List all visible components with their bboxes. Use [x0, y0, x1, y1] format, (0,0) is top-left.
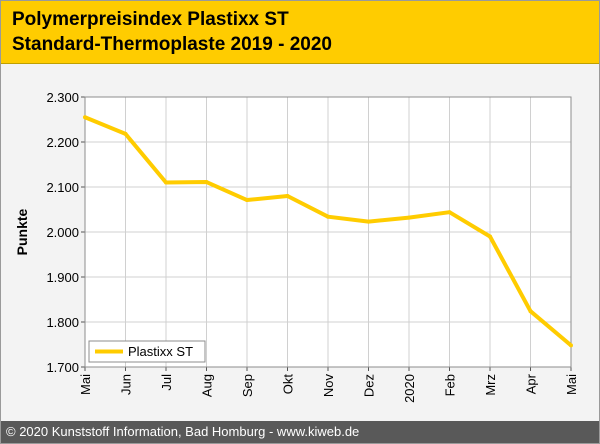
x-tick-label: Sep [240, 374, 255, 397]
chart-title-line-2: Standard-Thermoplaste 2019 - 2020 [12, 34, 332, 55]
x-tick-label: Aug [200, 374, 215, 397]
data-point [123, 131, 128, 136]
y-tick-label: 1.800 [46, 315, 79, 330]
data-point [528, 309, 533, 314]
y-tick-label: 1.700 [46, 360, 79, 375]
x-tick-label: Apr [524, 373, 539, 394]
x-tick-label: 2020 [402, 374, 417, 403]
data-point [326, 214, 330, 219]
data-point [83, 115, 87, 120]
data-point [285, 194, 290, 198]
data-point [488, 234, 492, 239]
data-point [407, 215, 411, 220]
footer-bar: © 2020 Kunststoff Information, Bad Hombu… [1, 421, 599, 443]
title-bar: Polymerpreisindex Plastixx ST Standard-T… [1, 1, 599, 64]
x-tick-label: Jul [159, 374, 174, 391]
y-tick-label: 1.900 [46, 270, 79, 285]
plot-border [84, 96, 572, 368]
y-axis-title: Punkte [14, 208, 30, 255]
data-point [204, 180, 209, 185]
x-tick-label: Feb [443, 374, 458, 396]
y-tick-label: 2.100 [46, 180, 79, 195]
y-tick-label: 2.200 [46, 135, 79, 150]
y-tick-label: 2.300 [46, 90, 79, 105]
x-tick-label: Mai [564, 374, 579, 395]
plot-area: 1.700 1.800 1.900 2.000 2.100 2.200 2.300 Mai Ju… [1, 64, 599, 420]
data-point [447, 210, 452, 215]
chart-title-line-1: Polymerpreisindex Plastixx ST [12, 9, 289, 30]
x-tick-label: Okt [281, 374, 296, 395]
legend-box [88, 340, 206, 363]
x-tick-label: Nov [321, 374, 336, 398]
x-tick-label: Dez [362, 374, 377, 397]
x-tick-label: Mai [78, 374, 93, 395]
data-point [164, 180, 168, 185]
y-tick-label: 2.000 [46, 225, 79, 240]
x-tick-label: Mrz [483, 374, 498, 396]
data-point [245, 198, 249, 203]
data-point [569, 343, 573, 348]
legend-label: Plastixx ST [128, 344, 193, 359]
x-tick-label: Jun [119, 374, 134, 395]
data-point [366, 219, 371, 224]
line-chart: 1.700 1.800 1.900 2.000 2.100 2.200 2.300 Mai Ju… [14, 90, 579, 403]
copyright-text: © 2020 Kunststoff Information, Bad Hombu… [6, 424, 360, 439]
